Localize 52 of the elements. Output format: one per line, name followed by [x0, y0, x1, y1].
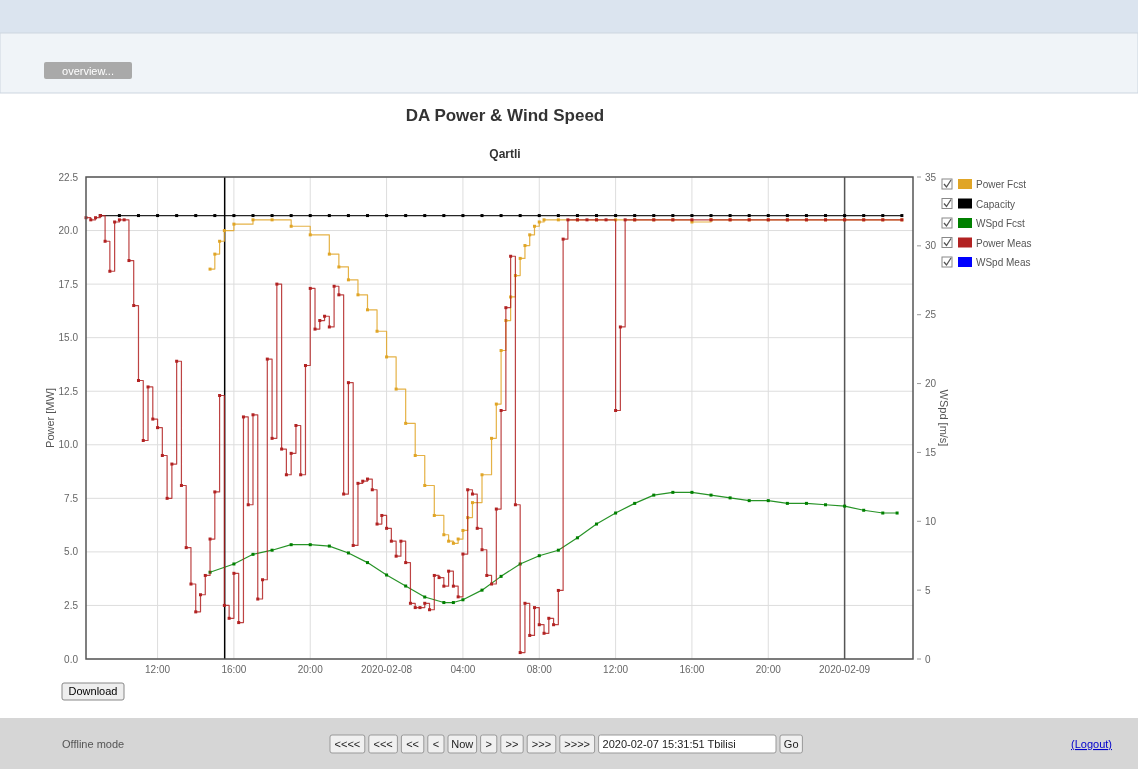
text: << [406, 738, 420, 750]
x-tick-label: 20:00 [755, 664, 782, 675]
y-tick-label: 22.5 [58, 171, 79, 183]
legend-label: Power Fcst [976, 179, 1027, 190]
text: 2020-02-07 15:31:51 Tbilisi [602, 738, 736, 750]
text: <<<< [334, 738, 361, 750]
y2-tick-label: 15 [925, 446, 937, 458]
text: >>> [531, 738, 552, 750]
legend-label: Power Meas [976, 237, 1032, 249]
y2-tick-label: 25 [925, 309, 937, 321]
text: <<< [373, 738, 393, 750]
legend-label: WSpd Meas [976, 257, 1031, 268]
x-tick-label: 2020-02-08 [361, 664, 413, 675]
x-tick-label: 20:00 [297, 664, 324, 675]
text: >> [505, 738, 519, 750]
y-tick-label: 10.0 [58, 439, 79, 451]
chart-title: DA Power & Wind Speed [405, 106, 605, 125]
x-tick-label: 04:00 [450, 664, 476, 675]
y-tick-label: 17.5 [58, 278, 79, 290]
text: (Logout) [1071, 738, 1112, 750]
y-axis-title: Power [MW] [44, 388, 56, 448]
x-tick-label: 12:00 [145, 664, 171, 675]
y-tick-label: 2.5 [64, 599, 79, 611]
y2-tick-label: 10 [925, 515, 937, 527]
x-tick-label: 2020-02-09 [819, 664, 871, 675]
text: > [485, 738, 492, 750]
y-tick-label: 20.0 [58, 225, 79, 237]
x-tick-label: 08:00 [526, 664, 553, 675]
y2-tick-label: 30 [925, 240, 937, 252]
text: >>>> [564, 738, 591, 750]
y-tick-label: 5.0 [64, 546, 79, 558]
text: overview... [62, 65, 114, 77]
x-tick-label: 12:00 [603, 664, 629, 675]
legend-label: WSpd Fcst [976, 218, 1026, 229]
y-tick-label: 15.0 [58, 332, 79, 344]
y2-tick-label: 5 [925, 584, 931, 596]
y-tick-label: 0.0 [64, 653, 79, 665]
legend-label: Capacity [976, 198, 1015, 210]
y2-axis-title: WSpd [m/s] [938, 389, 950, 447]
x-tick-label: 16:00 [679, 664, 705, 675]
y2-tick-label: 20 [925, 378, 937, 390]
text: Download [68, 685, 118, 697]
y-tick-label: 12.5 [58, 385, 79, 397]
y2-tick-label: 0 [925, 653, 931, 665]
y2-tick-label: 35 [925, 171, 937, 183]
x-tick-label: 16:00 [221, 664, 247, 675]
text: Now [451, 738, 474, 750]
text: Offline mode [62, 738, 125, 750]
chart-subtitle: Qartli [489, 147, 521, 161]
y-tick-label: 7.5 [64, 492, 79, 504]
text: Go [783, 738, 799, 750]
text: < [432, 738, 440, 750]
